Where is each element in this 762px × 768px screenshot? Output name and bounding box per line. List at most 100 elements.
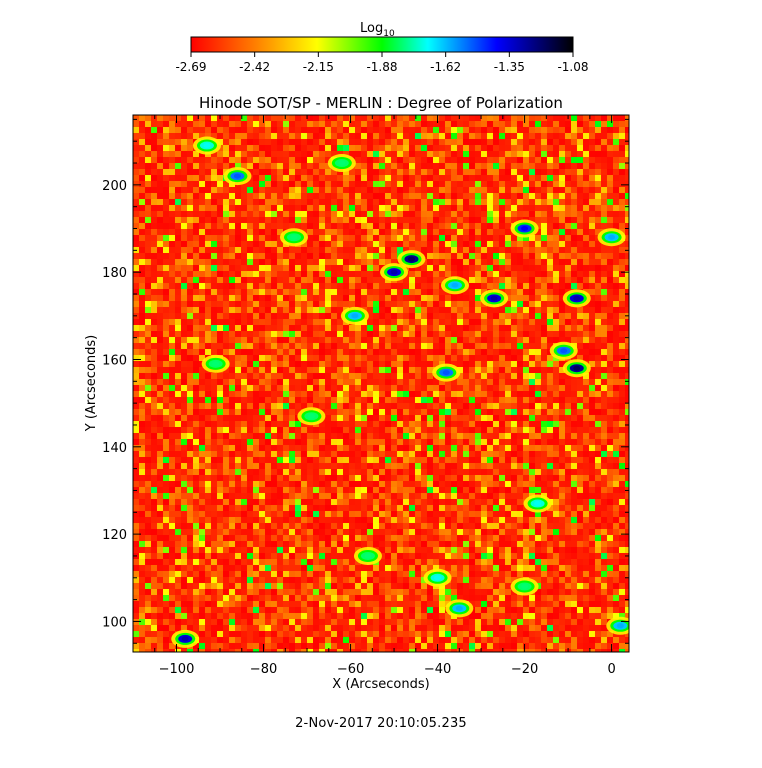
heatmap-cell <box>235 391 241 397</box>
heatmap-cell <box>301 181 307 187</box>
heatmap-cell <box>199 229 205 235</box>
heatmap-cell <box>619 439 625 445</box>
heatmap-cell <box>613 163 619 169</box>
heatmap-cell <box>541 361 547 367</box>
heatmap-cell <box>529 373 535 379</box>
heatmap-cell <box>349 439 355 445</box>
colorbar-ticks: -2.69 -2.42 -2.15 -1.88 -1.62 -1.35 -1.08 <box>175 52 589 74</box>
heatmap-cell <box>331 265 337 271</box>
heatmap-cell <box>199 277 205 283</box>
heatmap-cell <box>349 265 355 271</box>
heatmap-cell <box>487 337 493 343</box>
heatmap-cell <box>193 289 199 295</box>
heatmap-cell <box>253 283 259 289</box>
heatmap-cell <box>289 139 295 145</box>
heatmap-cell <box>289 379 295 385</box>
heatmap-cell <box>343 181 349 187</box>
heatmap-cell <box>511 127 517 133</box>
heatmap-cell <box>397 451 403 457</box>
heatmap-cell <box>349 127 355 133</box>
heatmap-cell <box>529 139 535 145</box>
heatmap-cell <box>499 217 505 223</box>
heatmap-cell <box>139 175 145 181</box>
heatmap-cell <box>475 367 481 373</box>
colorbar: Log10 -2.69 -2.42 -2.15 -1.88 -1.62 -1.35 -1.0… <box>175 21 588 74</box>
heatmap-cell <box>535 211 541 217</box>
heatmap-cell <box>451 139 457 145</box>
heatmap-cell <box>535 409 541 415</box>
heatmap-cell <box>397 223 403 229</box>
heatmap-cell <box>151 397 157 403</box>
heatmap-cell <box>601 391 607 397</box>
heatmap-cell <box>577 205 583 211</box>
heatmap-cell <box>463 265 469 271</box>
heatmap-cell <box>421 367 427 373</box>
heatmap-cell <box>475 217 481 223</box>
heatmap-cell <box>595 367 601 373</box>
heatmap-cell <box>577 439 583 445</box>
heatmap-cell <box>373 301 379 307</box>
heatmap-cell <box>163 361 169 367</box>
heatmap-cell <box>475 343 481 349</box>
heatmap-cell <box>541 427 547 433</box>
heatmap-cell <box>223 253 229 259</box>
heatmap-cell <box>535 235 541 241</box>
heatmap-cell <box>409 241 415 247</box>
heatmap-cell <box>625 151 629 157</box>
heatmap-cell <box>223 391 229 397</box>
heatmap-cell <box>265 349 271 355</box>
heatmap-cell <box>211 277 217 283</box>
heatmap-cell <box>433 379 439 385</box>
heatmap-cell <box>625 379 629 385</box>
heatmap-cell <box>571 379 577 385</box>
heatmap-cell <box>349 433 355 439</box>
heatmap-cell <box>331 349 337 355</box>
heatmap-cell <box>319 325 325 331</box>
heatmap-cell <box>445 325 451 331</box>
heatmap-cell <box>247 205 253 211</box>
heatmap-cell <box>511 331 517 337</box>
heatmap-cell <box>217 301 223 307</box>
heatmap-cell <box>403 127 409 133</box>
heatmap-cell <box>235 451 241 457</box>
heatmap-cell <box>565 397 571 403</box>
heatmap-cell <box>481 361 487 367</box>
heatmap-cell <box>187 295 193 301</box>
heatmap-cell <box>319 307 325 313</box>
heatmap-cell <box>601 427 607 433</box>
heatmap-cell <box>529 367 535 373</box>
heatmap-cell <box>571 271 577 277</box>
heatmap-cell <box>397 457 403 463</box>
heatmap-cell <box>397 421 403 427</box>
heatmap-cell <box>535 379 541 385</box>
heatmap-cell <box>463 199 469 205</box>
heatmap-cell <box>343 175 349 181</box>
heatmap-cell <box>583 397 589 403</box>
heatmap-cell <box>337 247 343 253</box>
heatmap-cell <box>277 169 283 175</box>
heatmap-cell <box>229 265 235 271</box>
heatmap-cell <box>409 289 415 295</box>
heatmap-cell <box>619 241 625 247</box>
heatmap-cell <box>163 403 169 409</box>
heatmap-cell <box>535 241 541 247</box>
heatmap-cell <box>523 319 529 325</box>
heatmap-cell <box>217 373 223 379</box>
heatmap-cell <box>145 307 151 313</box>
heatmap-cell <box>247 445 253 451</box>
heatmap-cell <box>433 187 439 193</box>
heatmap-cell <box>361 181 367 187</box>
heatmap-cell <box>169 337 175 343</box>
heatmap-cell <box>535 181 541 187</box>
heatmap-cell <box>529 403 535 409</box>
heatmap-cell <box>607 319 613 325</box>
heatmap-cell <box>265 439 271 445</box>
heatmap-cell <box>511 403 517 409</box>
heatmap-cell <box>187 205 193 211</box>
heatmap-cell <box>373 217 379 223</box>
heatmap-cell <box>265 427 271 433</box>
heatmap-cell <box>469 337 475 343</box>
heatmap-cell <box>349 223 355 229</box>
heatmap-cell <box>469 127 475 133</box>
heatmap-cell <box>139 331 145 337</box>
